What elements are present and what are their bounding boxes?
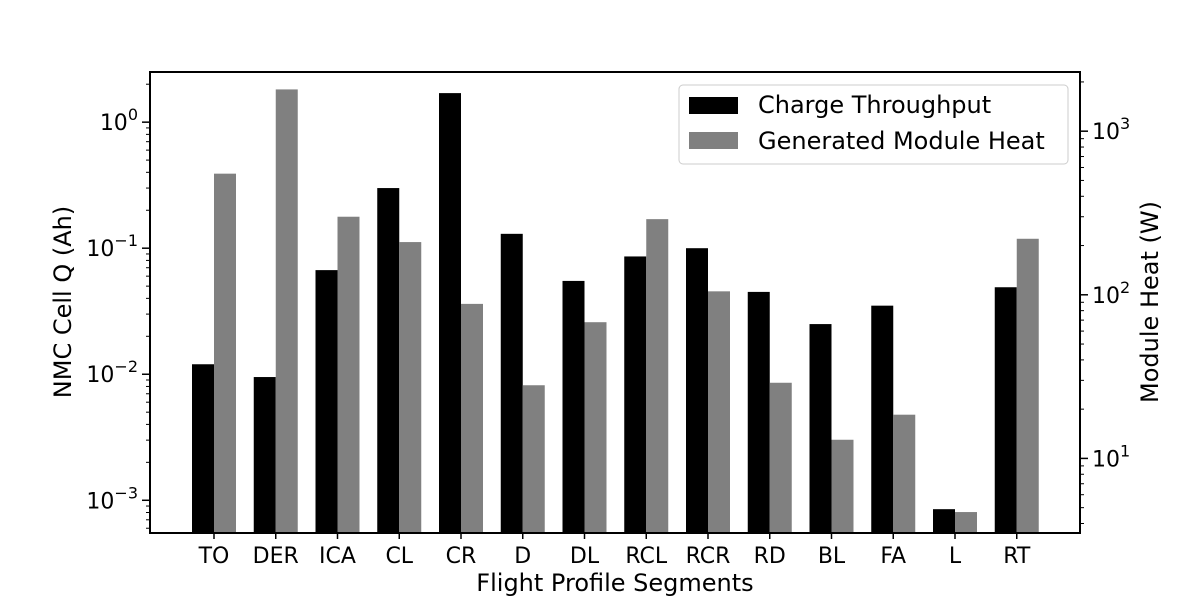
left-y-axis: 10−3 10−2 10−1 100 — [86, 83, 150, 529]
bar-charge-throughput-ica — [315, 270, 338, 533]
right-tick-label: 103 — [1092, 114, 1130, 145]
right-tick-label: 102 — [1092, 278, 1130, 309]
bar-generated-module-heat-rcl — [646, 219, 669, 534]
x-tick-label-rt: RT — [1003, 544, 1031, 569]
bar-charge-throughput-cl — [377, 188, 400, 533]
bar-generated-module-heat-bl — [831, 439, 854, 533]
bar-charge-throughput-rcl — [624, 256, 647, 533]
x-tick-label-ica: ICA — [319, 544, 356, 569]
bar-generated-module-heat-dl — [584, 322, 607, 533]
bar-generated-module-heat-d — [522, 385, 545, 533]
bar-generated-module-heat-l — [955, 512, 977, 533]
bar-charge-throughput-rd — [747, 291, 770, 533]
bar-charge-throughput-bl — [809, 324, 832, 533]
plot-frame — [149, 71, 1081, 534]
bar-charge-throughput-cr — [439, 93, 461, 533]
x-axis-title: Flight Profile Segments — [476, 569, 753, 597]
x-tick-label-to: TO — [198, 544, 230, 569]
legend-swatch-charge-throughput — [689, 97, 738, 114]
legend: Charge Throughput Generated Module Heat — [678, 84, 1069, 165]
x-tick-label-d: D — [514, 544, 531, 569]
right-y-axis: 101 102 103 — [1080, 81, 1130, 525]
x-tick-label-dl: DL — [570, 544, 600, 569]
left-y-axis-title: NMC Cell Q (Ah) — [49, 206, 77, 398]
x-tick-label-bl: BL — [818, 544, 846, 569]
x-tick-label-rcl: RCL — [625, 544, 668, 569]
x-tick-label-rcr: RCR — [686, 544, 731, 569]
bar-generated-module-heat-to — [214, 173, 236, 533]
x-tick-label-l: L — [949, 544, 962, 569]
left-tick-label: 10−2 — [86, 357, 138, 388]
x-tick-label-der: DER — [253, 544, 299, 569]
bar-generated-module-heat-rcr — [708, 291, 730, 533]
left-tick-label: 10−3 — [86, 483, 138, 514]
x-axis: TO DER ICA CL CR D DL RCL RCR RD BL FA L RT — [198, 533, 1031, 569]
right-y-axis-title: Module Heat (W) — [1136, 201, 1164, 403]
bar-charge-throughput-to — [192, 364, 214, 533]
legend-swatch-generated-module-heat — [689, 132, 738, 149]
legend-label-charge-throughput: Charge Throughput — [758, 91, 991, 119]
bar-charge-throughput-l — [933, 509, 955, 533]
bar-generated-module-heat-fa — [893, 414, 916, 533]
right-tick-label: 101 — [1092, 441, 1130, 472]
x-tick-label-rd: RD — [754, 544, 786, 569]
bar-charge-throughput-rt — [994, 287, 1017, 533]
bar-charge-throughput-fa — [871, 305, 894, 533]
legend-box — [678, 84, 1069, 165]
x-tick-label-fa: FA — [880, 544, 906, 569]
x-tick-label-cl: CL — [385, 544, 413, 569]
bar-charge-throughput-der — [253, 377, 276, 533]
bar-charge-throughput-rcr — [686, 248, 708, 533]
bar-charge-throughput-d — [500, 233, 523, 533]
bars-group — [192, 89, 1039, 534]
x-tick-label-cr: CR — [446, 544, 477, 569]
legend-label-generated-module-heat: Generated Module Heat — [758, 127, 1045, 155]
bar-charge-throughput-dl — [562, 280, 585, 533]
left-tick-label: 100 — [100, 105, 138, 136]
left-tick-label: 10−1 — [86, 231, 138, 262]
bar-generated-module-heat-rt — [1016, 238, 1039, 534]
bar-generated-module-heat-cr — [461, 303, 483, 533]
bar-generated-module-heat-cl — [399, 242, 422, 533]
bar-generated-module-heat-der — [275, 89, 298, 533]
bar-generated-module-heat-ica — [337, 216, 360, 533]
bar-generated-module-heat-rd — [769, 382, 792, 533]
